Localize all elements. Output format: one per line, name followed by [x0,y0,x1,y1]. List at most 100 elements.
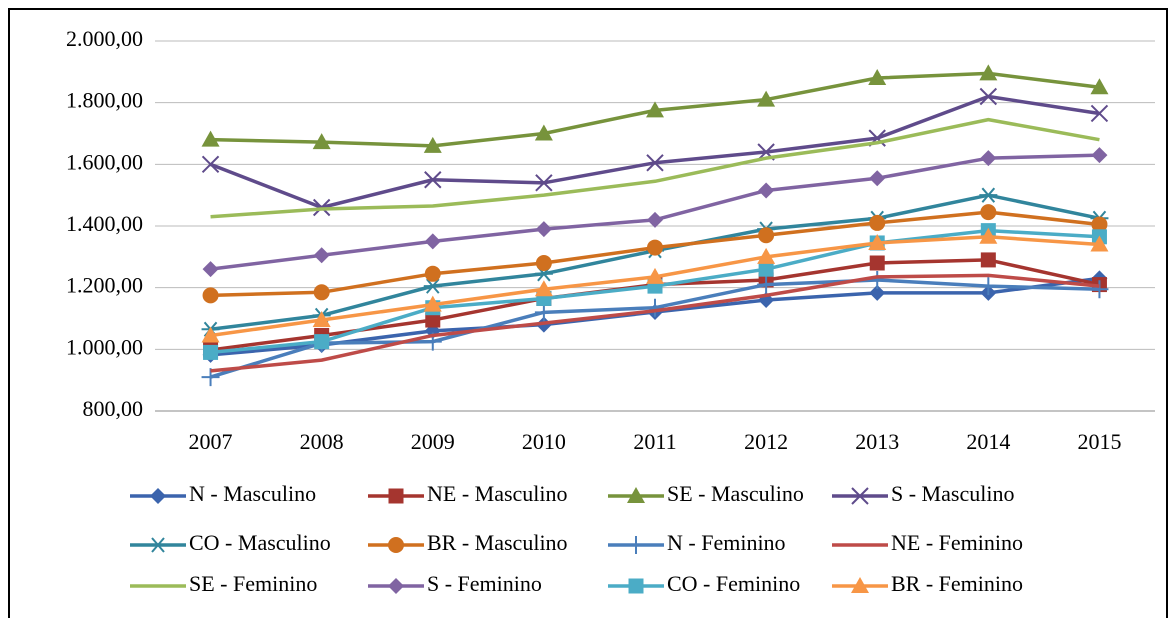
data-point [868,233,887,250]
data-point [424,265,441,282]
legend-label: BR - Feminino [891,571,1023,596]
legend-marker [851,577,869,593]
legend-label: S - Feminino [427,571,542,596]
data-point [979,64,998,81]
data-point [869,214,886,231]
data-point [201,368,220,387]
x-tick-label: 2007 [189,429,233,454]
data-point [1090,104,1109,123]
legend-marker [627,487,645,503]
data-point [535,174,553,192]
x-tick-label: 2014 [966,429,1010,454]
data-point [646,154,664,172]
data-point [424,233,441,250]
data-point [1090,78,1109,95]
data-point [535,255,552,271]
series-line [210,273,1100,373]
data-point [201,326,220,343]
data-point [980,150,997,167]
data-point [646,267,664,284]
data-point [1090,235,1109,252]
data-point [423,278,442,294]
data-point [423,136,442,153]
legend-label: NE - Feminino [891,530,1023,555]
data-point [201,130,220,147]
data-point [758,182,775,199]
legend-label: N - Masculino [189,481,316,506]
data-point [534,303,553,322]
legend-label: NE - Masculino [427,481,568,506]
data-point [534,124,553,141]
data-point [757,90,776,107]
y-tick-label: 1.400,00 [66,211,143,236]
data-point [868,270,887,289]
data-point [646,101,664,118]
data-point [312,311,331,328]
x-tick-label: 2009 [411,429,455,454]
data-point [1091,216,1108,233]
legend-label: SE - Feminino [189,571,317,596]
data-point [314,334,330,350]
x-tick-label: 2010 [522,429,566,454]
data-point [423,295,442,312]
y-tick-label: 1.200,00 [66,273,143,298]
data-point [202,261,219,278]
data-point [757,275,776,294]
legend-marker [628,578,644,594]
x-tick-label: 2011 [633,429,676,454]
chart-frame [8,8,1168,618]
legend-marker [150,488,166,504]
data-point [201,155,220,174]
legend-marker [388,537,404,553]
legend-marker [851,487,869,505]
legend-label: CO - Masculino [189,530,331,555]
data-point [647,211,663,228]
y-tick-label: 800,00 [83,396,144,421]
x-tick-label: 2013 [855,429,899,454]
data-point [979,227,998,244]
data-point [757,247,776,264]
legend-label: CO - Feminino [667,571,800,596]
legend-marker [627,536,645,554]
data-point [647,239,663,256]
x-tick-label: 2008 [300,429,344,454]
y-tick-label: 1.800,00 [66,88,143,113]
data-point [979,187,998,203]
data-point [312,133,331,150]
x-tick-label: 2015 [1077,429,1121,454]
data-point [1090,280,1109,299]
data-point [758,261,774,277]
y-tick-label: 1.000,00 [66,334,143,359]
data-point [203,344,219,360]
legend-label: N - Feminino [667,530,786,555]
data-point [1091,147,1108,164]
data-point [980,252,996,268]
data-point [868,69,887,85]
legend-marker [388,578,404,594]
data-point [313,247,330,264]
data-point [979,87,998,106]
legend-label: BR - Masculino [427,530,568,555]
data-point [869,284,886,301]
legend-marker [149,537,167,553]
legend-label: S - Masculino [891,481,1014,506]
y-tick-label: 2.000,00 [66,26,143,51]
y-tick-label: 1.600,00 [66,149,143,174]
data-point [980,204,997,221]
data-point [869,170,886,187]
data-point [869,255,885,271]
data-point [535,221,552,238]
data-point [534,280,553,297]
data-point [202,287,219,304]
data-point [313,284,330,301]
data-point [646,298,664,317]
data-point [979,277,998,296]
legend-label: SE - Masculino [667,481,804,506]
x-tick-label: 2012 [744,429,788,454]
series-line [210,117,1100,219]
data-point [424,171,442,189]
legend-marker [388,488,404,504]
data-point [758,227,775,244]
data-point [425,312,441,328]
